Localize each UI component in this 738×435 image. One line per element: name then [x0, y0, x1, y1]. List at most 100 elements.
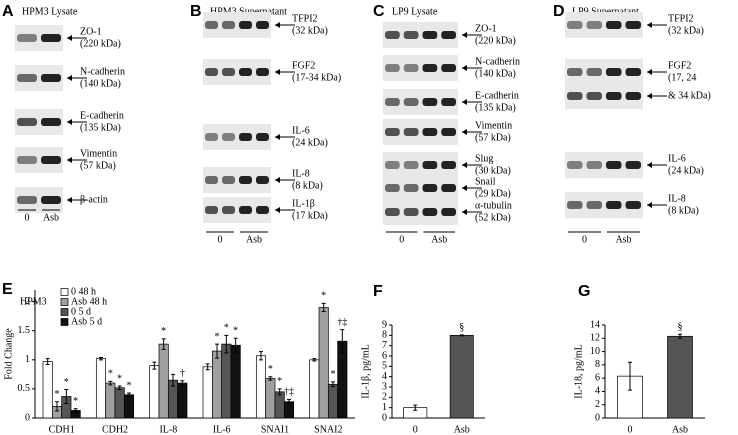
y-tick-label: 9 [382, 319, 387, 330]
blot-band [441, 128, 456, 136]
y-tick-label: 3 [382, 381, 387, 392]
y-tick-label: 7 [382, 340, 387, 351]
blot-band [567, 161, 583, 169]
band-name: Slug [475, 153, 493, 164]
bar [230, 344, 241, 419]
blot-band [17, 74, 37, 82]
legend-swatch [60, 298, 69, 306]
blot-band [625, 201, 641, 209]
band-size: & 34 kDa) [668, 90, 711, 101]
error-bar [259, 351, 263, 361]
significance-marker: * [233, 326, 238, 337]
x-tick-label: 0 [628, 424, 633, 435]
band-name: TFPI2 [292, 13, 318, 24]
bar [95, 358, 107, 419]
blot-band [441, 31, 456, 39]
blot-band [205, 68, 218, 76]
band-name: N-cadherin [80, 66, 125, 77]
x-tick-label: SNAI1 [261, 424, 289, 435]
blot-title: HPM3 Supernatant [210, 6, 287, 17]
blot-band [256, 68, 269, 76]
blot-band [256, 133, 269, 141]
band-size: (140 kDa) [475, 68, 516, 79]
band-name: E-cadherin [80, 110, 124, 121]
band-name: IL-8 [668, 193, 686, 204]
blot-band [422, 98, 438, 106]
significance-marker: * [215, 331, 220, 342]
significance-marker: § [459, 322, 464, 333]
blot-band [441, 98, 456, 106]
blot-band [403, 208, 419, 216]
error-bar [321, 302, 326, 313]
y-axis-label: IL-18, pg/mL [573, 344, 584, 398]
blot-band [586, 21, 602, 29]
bar [667, 335, 693, 419]
x-tick-label: Asb [454, 424, 470, 435]
panel-letter: D [553, 3, 565, 20]
blot-band [403, 161, 419, 169]
panel-letter: G [578, 283, 590, 300]
blot-band [239, 206, 252, 214]
error-bar [331, 381, 335, 388]
blot-band [441, 184, 456, 192]
y-axis-label: IL-1β, pg/mL [360, 344, 371, 399]
error-bar [99, 356, 103, 361]
significance-marker: * [108, 369, 113, 380]
significance-marker: * [321, 291, 326, 302]
lane-label: Asb [43, 212, 59, 223]
blot-band [256, 176, 269, 184]
blot-band [222, 206, 235, 214]
arrow-head [462, 32, 467, 38]
significance-marker: † [180, 368, 185, 379]
legend-label: Asb 5 d [71, 316, 102, 327]
blot-band [239, 176, 252, 184]
blot-band [567, 92, 583, 100]
arrow-head [67, 197, 72, 203]
bar [274, 391, 285, 419]
y-axis-label: Fold Change [3, 328, 14, 380]
arrow-head [275, 22, 280, 28]
blot-band [41, 196, 61, 204]
band-name: Vimentin [80, 148, 117, 159]
error-bar [161, 338, 166, 350]
arrow-head [462, 65, 467, 71]
blot-band [41, 156, 61, 164]
band-name: N-cadherin [475, 56, 520, 67]
lane-label: 0 [582, 234, 587, 245]
y-tick-label: 5 [382, 361, 387, 372]
blot-band [17, 156, 37, 164]
bar [309, 359, 320, 419]
bar [327, 383, 339, 419]
significance-marker: * [117, 373, 122, 384]
blot-band [567, 68, 583, 76]
band-size: (24 kDa) [292, 137, 328, 148]
blot-band [239, 133, 252, 141]
error-bar [127, 392, 131, 397]
blot-band [385, 161, 400, 169]
blot-band [239, 21, 252, 29]
arrow-head [462, 99, 467, 105]
blot-band [256, 21, 269, 29]
blot-band [586, 201, 602, 209]
blot-band [422, 208, 438, 216]
bar [114, 387, 125, 419]
y-tick-label: 0 [595, 412, 600, 423]
bar [42, 361, 53, 419]
lane-label: 0 [25, 212, 30, 223]
blot-title: LP9 Lysate [392, 6, 438, 17]
blot-band [441, 161, 456, 169]
legend-swatch [60, 308, 69, 316]
blot-band [17, 34, 37, 42]
blot-band [625, 161, 641, 169]
y-tick-label: 0 [25, 412, 30, 423]
band-name: β-actin [80, 194, 108, 205]
blot-band [205, 21, 218, 29]
band-name: Snail [475, 176, 496, 187]
error-bar [108, 380, 113, 386]
blot-band [385, 128, 400, 136]
lane-label: Asb [615, 234, 631, 245]
blot-band [256, 206, 269, 214]
error-bar [215, 343, 219, 359]
blot-band [205, 206, 218, 214]
